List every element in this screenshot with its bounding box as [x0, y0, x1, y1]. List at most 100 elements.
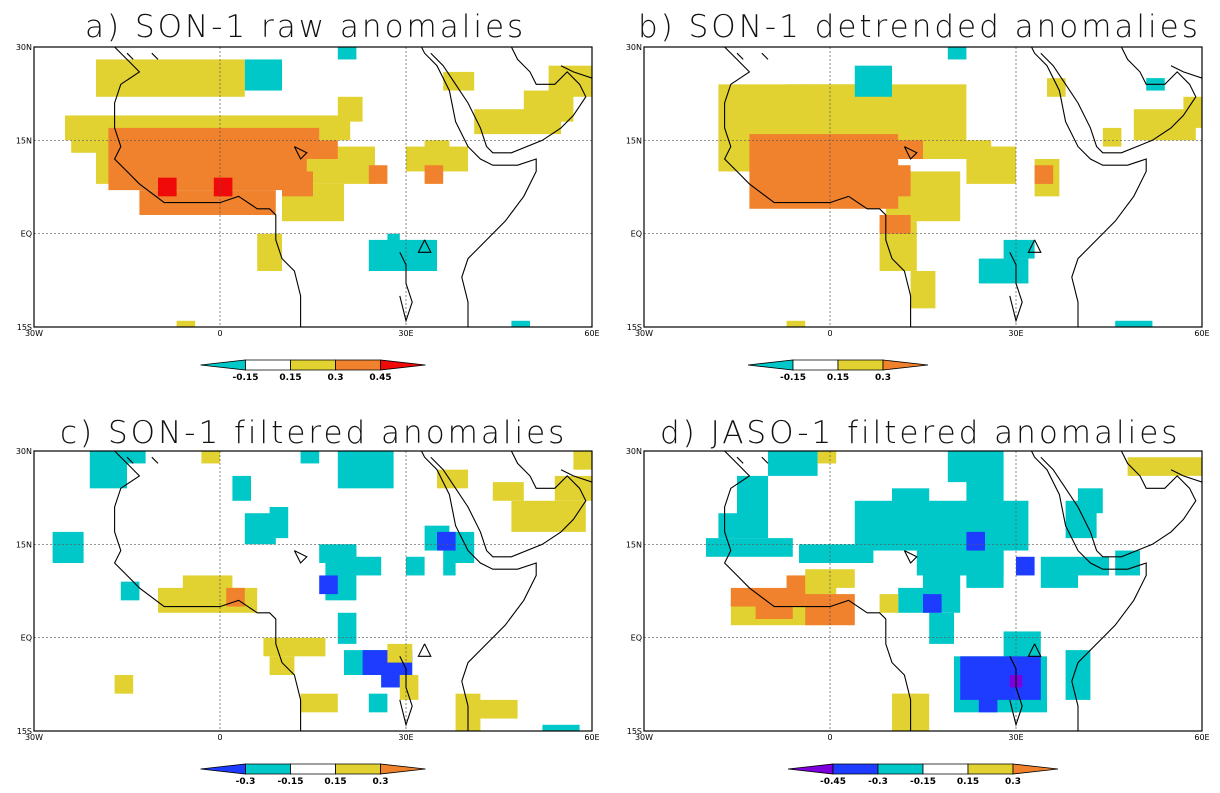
colorbar-bin: [245, 359, 291, 371]
coastline: [399, 252, 413, 323]
anomaly-cell: [947, 451, 985, 483]
colorbar-label: -0.15: [780, 373, 806, 383]
anomaly-cells: [706, 451, 1202, 731]
coastline: [293, 146, 308, 160]
x-tick-label: 0: [217, 329, 222, 338]
anomaly-cell: [158, 177, 177, 197]
colorbar-bin: [832, 763, 879, 775]
coastline: [903, 146, 918, 160]
anomaly-cell: [1183, 96, 1202, 128]
coastlines: [113, 451, 592, 731]
anomaly-cell: [319, 575, 338, 595]
colorbar-label: 0.15: [957, 777, 979, 787]
coastline: [151, 456, 159, 464]
panel-c-map: 30W 0 30E 60E 30N 15N EQ 15S -0.3 -0.15 0.15 0.3: [16, 447, 600, 787]
panel-b-title: b) SON-1 detrended anomalies: [638, 9, 1201, 45]
anomaly-cell: [985, 146, 1004, 172]
colorbar-bin: [335, 359, 381, 371]
map-frame: [643, 450, 1203, 732]
coastline: [1027, 239, 1042, 253]
coastlines: [113, 47, 592, 327]
colorbar-bin: [290, 359, 336, 371]
anomaly-cell: [511, 500, 586, 532]
anomaly-cell: [406, 239, 437, 271]
anomaly-cell: [368, 165, 388, 184]
anomaly-cell: [213, 177, 233, 197]
anomaly-cell: [387, 233, 400, 247]
coastline: [126, 52, 134, 60]
anomaly-cell: [929, 612, 954, 644]
x-tick-label: 30W: [635, 733, 653, 742]
colorbar-label: 0.3: [1005, 777, 1021, 787]
x-tick-label: 30W: [635, 329, 653, 338]
colorbar: -0.15 0.15 0.3: [747, 359, 929, 383]
colorbar-label: 0.3: [373, 777, 389, 787]
anomaly-cell: [786, 320, 806, 327]
x-tick-label: 60E: [584, 329, 599, 338]
map-frame: [33, 450, 593, 732]
coastline: [420, 451, 537, 731]
x-tick-label: 60E: [584, 733, 599, 742]
colorbar-label: 0.15: [324, 777, 346, 787]
y-tick-label: 30N: [16, 43, 32, 52]
coastline: [151, 52, 159, 60]
anomaly-cell: [300, 693, 338, 713]
panel-b: b) SON-1 detrended anomalies 30W 0 30E 60E 3…: [610, 0, 1220, 396]
colorbar-bin: [967, 763, 1014, 775]
panel-c: c) SON-1 filtered anomalies 30W 0 30E 60E 30…: [0, 396, 610, 793]
colorbar-label: -0.3: [236, 777, 256, 787]
anomaly-cell: [892, 165, 911, 197]
anomaly-cell: [786, 575, 806, 601]
colorbar-bin: [1012, 763, 1059, 775]
colorbar-label: 0.3: [328, 373, 344, 383]
x-tick-label: 30E: [1008, 329, 1023, 338]
y-tick-label: 30N: [626, 447, 642, 456]
x-tick-label: 30W: [25, 733, 43, 742]
anomaly-cell: [1127, 457, 1202, 476]
anomaly-cell: [201, 451, 220, 464]
anomaly-cell: [282, 171, 313, 197]
anomaly-cell: [182, 575, 233, 595]
anomaly-cells: [718, 47, 1202, 327]
x-tick-label: 0: [217, 733, 222, 742]
colorbar-bin: [787, 763, 834, 775]
colorbar-bin: [922, 763, 969, 775]
anomaly-cell: [337, 96, 363, 122]
coastline: [723, 451, 912, 731]
panel-a-title: a) SON-1 raw anomalies: [85, 9, 527, 45]
y-tick-label: EQ: [631, 230, 642, 239]
colorbar: -0.15 0.15 0.3 0.45: [200, 359, 426, 383]
y-tick-label: 15N: [16, 540, 32, 549]
coastline: [293, 550, 308, 564]
anomaly-cell: [1065, 650, 1091, 700]
coastline: [761, 456, 769, 464]
anomaly-cell: [898, 693, 917, 713]
anomaly-cells: [52, 451, 592, 731]
anomaly-cell: [399, 675, 419, 700]
colorbar-bin: [245, 763, 291, 775]
colorbar-bin: [380, 359, 426, 371]
anomaly-cell: [344, 556, 382, 576]
anomaly-cell: [96, 59, 245, 97]
y-tick-label: 15S: [627, 323, 642, 332]
anomaly-cell: [120, 581, 140, 601]
anomaly-cell: [176, 320, 196, 327]
coastline: [430, 451, 587, 558]
coastline: [1170, 469, 1202, 483]
anomaly-cell: [114, 675, 134, 694]
map-frame: [33, 46, 593, 328]
colorbar-label: -0.15: [233, 373, 259, 383]
y-tick-label: 30N: [16, 447, 32, 456]
coastline: [723, 47, 912, 327]
colorbar-label: 0.15: [279, 373, 301, 383]
x-tick-label: 60E: [1194, 733, 1209, 742]
anomaly-cell: [511, 320, 530, 327]
anomaly-cell: [848, 140, 923, 159]
coastlines: [723, 451, 1202, 731]
colorbar-label: -0.15: [278, 777, 304, 787]
coastline: [420, 47, 537, 327]
anomaly-cell: [337, 451, 394, 489]
coastline: [761, 52, 769, 60]
coastline: [1040, 47, 1197, 154]
anomaly-cell: [337, 47, 357, 60]
